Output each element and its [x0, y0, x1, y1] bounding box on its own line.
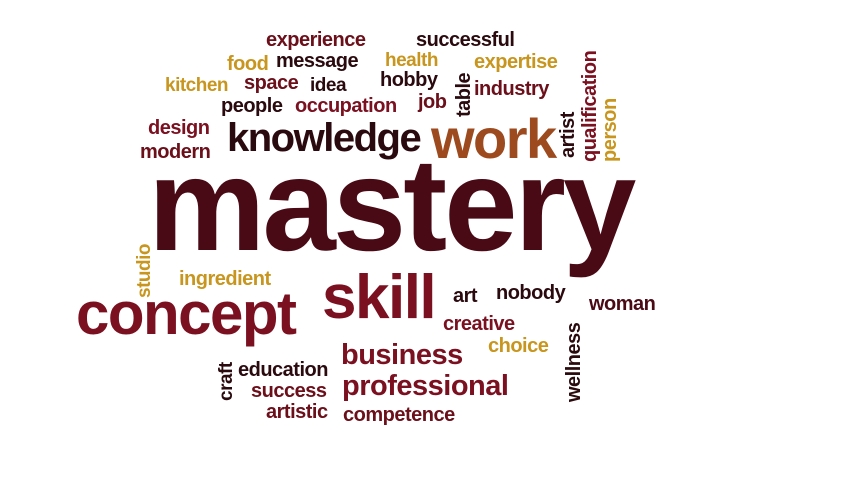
word-food: food [227, 53, 268, 75]
word-hobby: hobby [380, 69, 439, 91]
word-expertise: expertise [474, 51, 558, 73]
word-qualification: qualification [579, 51, 601, 162]
word-successful: successful [416, 29, 514, 51]
word-business: business [341, 339, 463, 371]
word-nobody: nobody [496, 282, 567, 304]
word-people: people [221, 95, 283, 117]
word-artist: artist [557, 111, 579, 158]
word-concept: concept [76, 280, 297, 347]
word-kitchen: kitchen [165, 75, 228, 96]
word-design: design [148, 117, 209, 139]
word-studio: studio [134, 244, 155, 298]
word-ingredient: ingredient [179, 268, 272, 290]
word-occupation: occupation [295, 95, 397, 117]
word-competence: competence [343, 404, 455, 426]
word-experience: experience [266, 29, 366, 51]
word-job: job [417, 91, 447, 113]
word-craft: craft [216, 361, 237, 401]
word-woman: woman [588, 293, 655, 315]
word-success: success [251, 380, 327, 402]
word-knowledge: knowledge [227, 116, 420, 160]
word-modern: modern [140, 141, 210, 163]
word-space: space [244, 72, 299, 94]
word-table: table [453, 72, 475, 117]
word-work: work [430, 107, 558, 170]
word-industry: industry [474, 78, 550, 100]
word-message: message [276, 50, 358, 72]
word-skill: skill [322, 263, 435, 332]
word-mastery: mastery [148, 131, 636, 278]
word-idea: idea [310, 75, 347, 96]
word-artistic: artistic [266, 401, 328, 423]
word-person: person [599, 98, 621, 162]
word-art: art [453, 285, 478, 307]
word-wellness: wellness [563, 322, 585, 403]
word-professional: professional [342, 370, 508, 402]
word-creative: creative [443, 313, 515, 335]
word-health: health [385, 50, 438, 71]
word-choice: choice [488, 335, 549, 357]
word-education: education [238, 359, 328, 381]
